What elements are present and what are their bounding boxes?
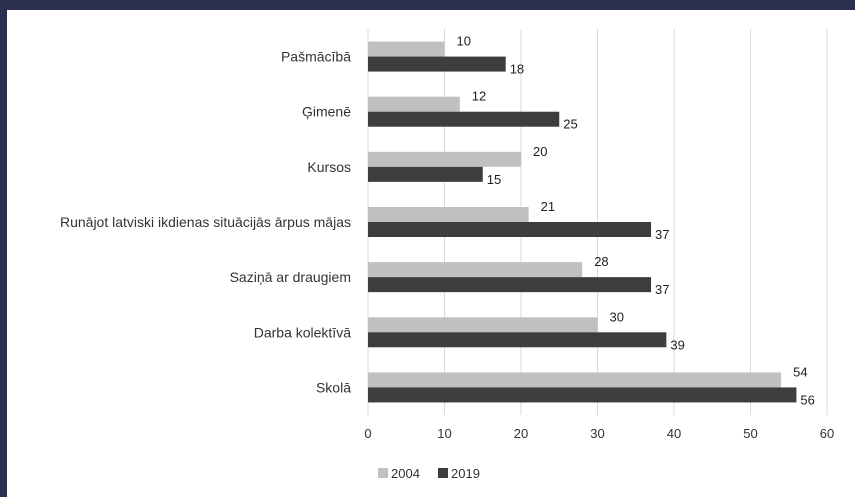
data-label-2004: 54: [793, 364, 807, 379]
data-label-2004: 21: [541, 199, 555, 214]
bar-2019: [368, 277, 652, 293]
chart-frame: 0 10 20 30 40 50 60 Pašmācībā 10 18 Ģimenē 12 25 Kurs…: [7, 10, 855, 497]
bar-2004: [368, 262, 583, 278]
data-label-2004: 28: [594, 254, 608, 269]
bar-2019: [368, 56, 506, 72]
bar-2004: [368, 207, 529, 222]
data-label-2004: 20: [533, 144, 547, 159]
bar-2004: [368, 317, 598, 333]
data-label-2004: 30: [610, 309, 624, 324]
data-label-2019: 25: [563, 117, 577, 132]
category-label: Saziņā ar draugiem: [230, 269, 351, 285]
category-label: Kursos: [307, 159, 351, 175]
x-tick-label: 60: [820, 426, 834, 441]
legend-label: 2019: [451, 466, 480, 481]
category-label: Skolā: [316, 379, 351, 395]
category-label: Darba kolektīvā: [254, 324, 351, 340]
data-label-2019: 15: [487, 172, 501, 187]
x-tick-label: 40: [667, 426, 681, 441]
data-label-2004: 12: [472, 89, 486, 104]
bar-2019: [368, 111, 560, 127]
data-label-2019: 37: [655, 282, 669, 297]
data-label-2019: 56: [800, 392, 814, 407]
bar-2019: [368, 166, 483, 182]
data-label-2004: 10: [457, 34, 471, 49]
bar-chart: 0 10 20 30 40 50 60 Pašmācībā 10 18 Ģimenē 12 25 Kurs…: [60, 29, 834, 481]
category-label: Runājot latviski ikdienas situācijās ārp…: [60, 214, 351, 230]
x-tick-label: 0: [364, 426, 371, 441]
bar-2019: [368, 387, 797, 403]
legend-swatch-2019: [438, 468, 448, 478]
bar-2019: [368, 332, 667, 348]
bar-2004: [368, 41, 445, 57]
bar-2004: [368, 96, 460, 112]
category-label: Ģimenē: [302, 104, 351, 120]
data-label-2019: 39: [670, 337, 684, 352]
legend-swatch-2004: [378, 468, 388, 478]
bar-2004: [368, 372, 782, 388]
x-tick-label: 30: [590, 426, 604, 441]
bar-2004: [368, 151, 521, 167]
legend-label: 2004: [391, 466, 420, 481]
data-label-2019: 37: [655, 227, 669, 242]
x-tick-label: 50: [743, 426, 757, 441]
x-tick-label: 10: [437, 426, 451, 441]
bar-2019: [368, 222, 652, 237]
x-tick-label: 20: [514, 426, 528, 441]
category-label: Pašmācībā: [281, 49, 351, 65]
data-label-2019: 18: [510, 62, 524, 77]
